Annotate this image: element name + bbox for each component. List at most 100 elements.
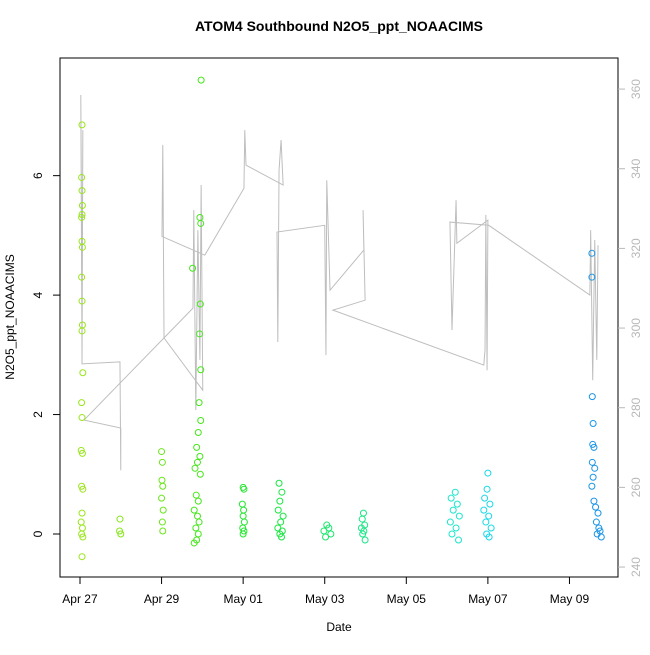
point (78, 213, 86, 221)
point (240, 506, 248, 514)
point (78, 327, 86, 335)
point (448, 530, 456, 538)
point (278, 488, 286, 496)
point (359, 530, 367, 538)
point (158, 458, 166, 466)
point (197, 417, 205, 425)
point (78, 173, 86, 181)
point (78, 202, 86, 210)
point (159, 506, 167, 514)
point (485, 512, 493, 520)
point (197, 366, 205, 374)
point (197, 219, 205, 227)
point (451, 488, 459, 496)
point (196, 452, 204, 460)
point (116, 515, 124, 523)
point (78, 399, 86, 407)
x-tick-label: May 07 (468, 592, 508, 606)
point (455, 536, 463, 544)
point (78, 449, 86, 457)
point (78, 243, 86, 251)
point (189, 264, 197, 272)
point (589, 420, 597, 428)
point (78, 187, 86, 195)
point (196, 330, 203, 338)
x-axis-title: Date (326, 620, 352, 634)
point (195, 399, 203, 407)
point (239, 512, 247, 520)
point (193, 512, 201, 520)
y-tick-label: 0 (31, 530, 45, 537)
point (486, 500, 494, 508)
point (588, 249, 596, 257)
point (78, 297, 86, 305)
line-series (80, 95, 599, 471)
point (239, 530, 247, 538)
x-tick-label: May 03 (305, 592, 345, 606)
point (190, 506, 198, 514)
y-tick-label: 6 (31, 172, 45, 179)
point (192, 524, 200, 532)
y-axis-title: N2O5_ppt_NOAACIMS (3, 254, 17, 379)
point (158, 518, 166, 526)
point (79, 369, 87, 377)
point (277, 533, 285, 541)
chart-title: ATOM4 Southbound N2O5_ppt_NOAACIMS (195, 18, 483, 34)
y-tick-label: 4 (31, 291, 45, 298)
plot-frame (59, 57, 619, 578)
point (275, 479, 283, 487)
point (588, 273, 596, 281)
point (322, 533, 330, 541)
point (483, 485, 491, 493)
point (325, 524, 333, 532)
point (158, 448, 166, 456)
y2-tick-label: 360 (629, 79, 643, 99)
point (193, 443, 201, 451)
point (592, 503, 600, 511)
point (597, 533, 605, 541)
x-tick-label: Apr 27 (62, 592, 98, 606)
point (484, 469, 492, 477)
y2-tick-label: 300 (629, 318, 643, 338)
point (327, 530, 335, 538)
point (361, 536, 369, 544)
point (485, 533, 493, 541)
point (78, 210, 86, 218)
y2-tick-label: 240 (629, 557, 643, 577)
point (159, 527, 167, 535)
point (194, 530, 202, 538)
point (78, 414, 86, 422)
y2-tick-label: 340 (629, 158, 643, 178)
point (192, 491, 200, 499)
point (79, 533, 87, 541)
point (480, 506, 488, 514)
x-tick-label: May 05 (387, 592, 427, 606)
point (159, 482, 167, 490)
point (240, 518, 248, 526)
point (588, 458, 596, 466)
x-tick-label: May 01 (223, 592, 263, 606)
point (158, 494, 166, 502)
point (591, 464, 599, 472)
point (79, 485, 87, 493)
x-tick-label: May 09 (550, 592, 590, 606)
point (359, 509, 367, 517)
point (194, 428, 202, 436)
point (196, 300, 204, 308)
point (240, 485, 248, 493)
point (195, 518, 203, 526)
point (196, 213, 204, 221)
point (452, 524, 460, 532)
y2-tick-label: 260 (629, 477, 643, 497)
y2-tick-label: 320 (629, 238, 643, 258)
point (158, 476, 166, 484)
point (590, 443, 598, 451)
x-tick-label: Apr 29 (144, 592, 180, 606)
point (482, 518, 490, 526)
point (78, 509, 86, 517)
point (196, 470, 204, 478)
point (117, 530, 125, 538)
point (590, 497, 598, 505)
point (588, 393, 596, 401)
